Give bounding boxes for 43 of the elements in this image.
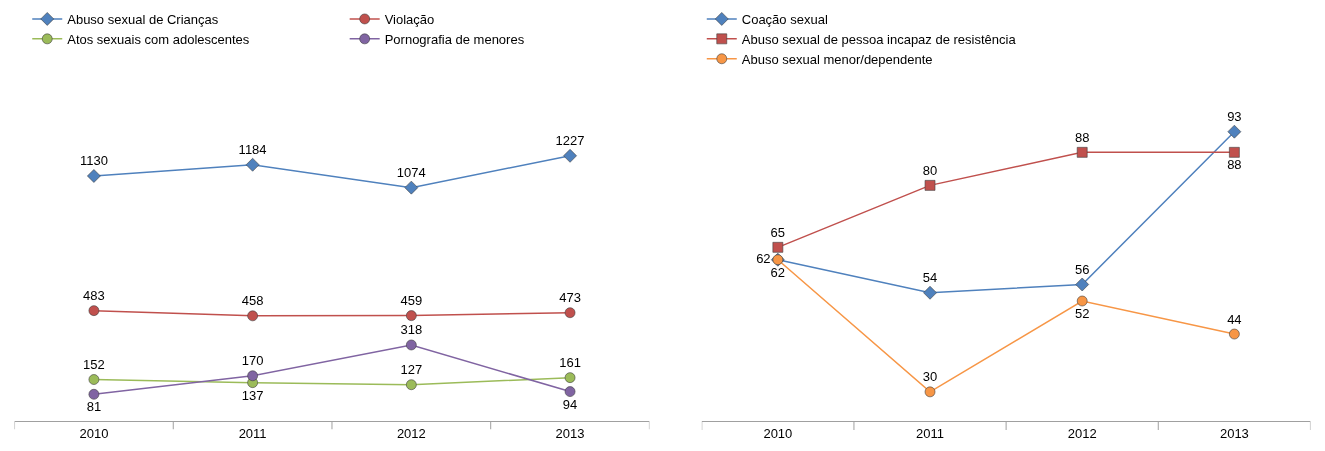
x-tick-label: 2012 (396, 425, 426, 441)
data-label: 1184 (238, 142, 267, 158)
data-label: 161 (559, 355, 581, 371)
data-label: 54 (922, 270, 938, 286)
legend-label: Abuso sexual de pessoa incapaz de resistência (741, 31, 1017, 47)
data-label: 30 (922, 369, 938, 385)
data-label: 170 (241, 353, 264, 369)
data-label: 127 (400, 362, 423, 378)
x-tick-label: 2010 (763, 425, 793, 441)
legend-label: Pornografia de menores (384, 31, 525, 47)
data-label: 473 (559, 290, 581, 306)
data-label: 88 (1074, 129, 1090, 145)
data-label: 1227 (555, 133, 585, 149)
data-label: 318 (400, 322, 423, 338)
legend-label: Atos sexuais com adolescentes (67, 31, 250, 47)
data-label: 88 (1227, 157, 1242, 173)
data-label: 1130 (79, 153, 108, 169)
x-tick-label: 2011 (916, 425, 945, 441)
legend-label: Abuso sexual menor/dependente (741, 51, 933, 67)
data-label: 44 (1227, 311, 1242, 327)
data-label: 65 (770, 224, 786, 240)
data-label: 93 (1227, 109, 1242, 125)
data-label: 152 (83, 357, 105, 373)
data-label: 459 (400, 293, 423, 309)
data-label: 62 (770, 264, 786, 280)
legend-label: Violação (384, 12, 435, 28)
legend-label: Coação sexual (741, 12, 828, 28)
data-label: 56 (1074, 261, 1090, 277)
x-tick-label: 2013 (555, 425, 585, 441)
data-label: 1074 (396, 165, 426, 181)
data-label: 137 (241, 387, 264, 403)
data-label: 94 (562, 396, 578, 412)
data-label: 458 (241, 293, 264, 309)
data-label: 80 (922, 162, 938, 178)
data-label: 81 (86, 399, 102, 415)
legend-label: Abuso sexual de Crianças (67, 12, 219, 28)
x-tick-label: 2011 (238, 425, 267, 441)
x-tick-label: 2010 (79, 425, 109, 441)
data-label: 52 (1074, 306, 1090, 322)
x-tick-label: 2012 (1067, 425, 1097, 441)
x-tick-label: 2013 (1219, 425, 1249, 441)
data-label: 483 (83, 288, 105, 304)
data-label: 62 (756, 250, 771, 266)
